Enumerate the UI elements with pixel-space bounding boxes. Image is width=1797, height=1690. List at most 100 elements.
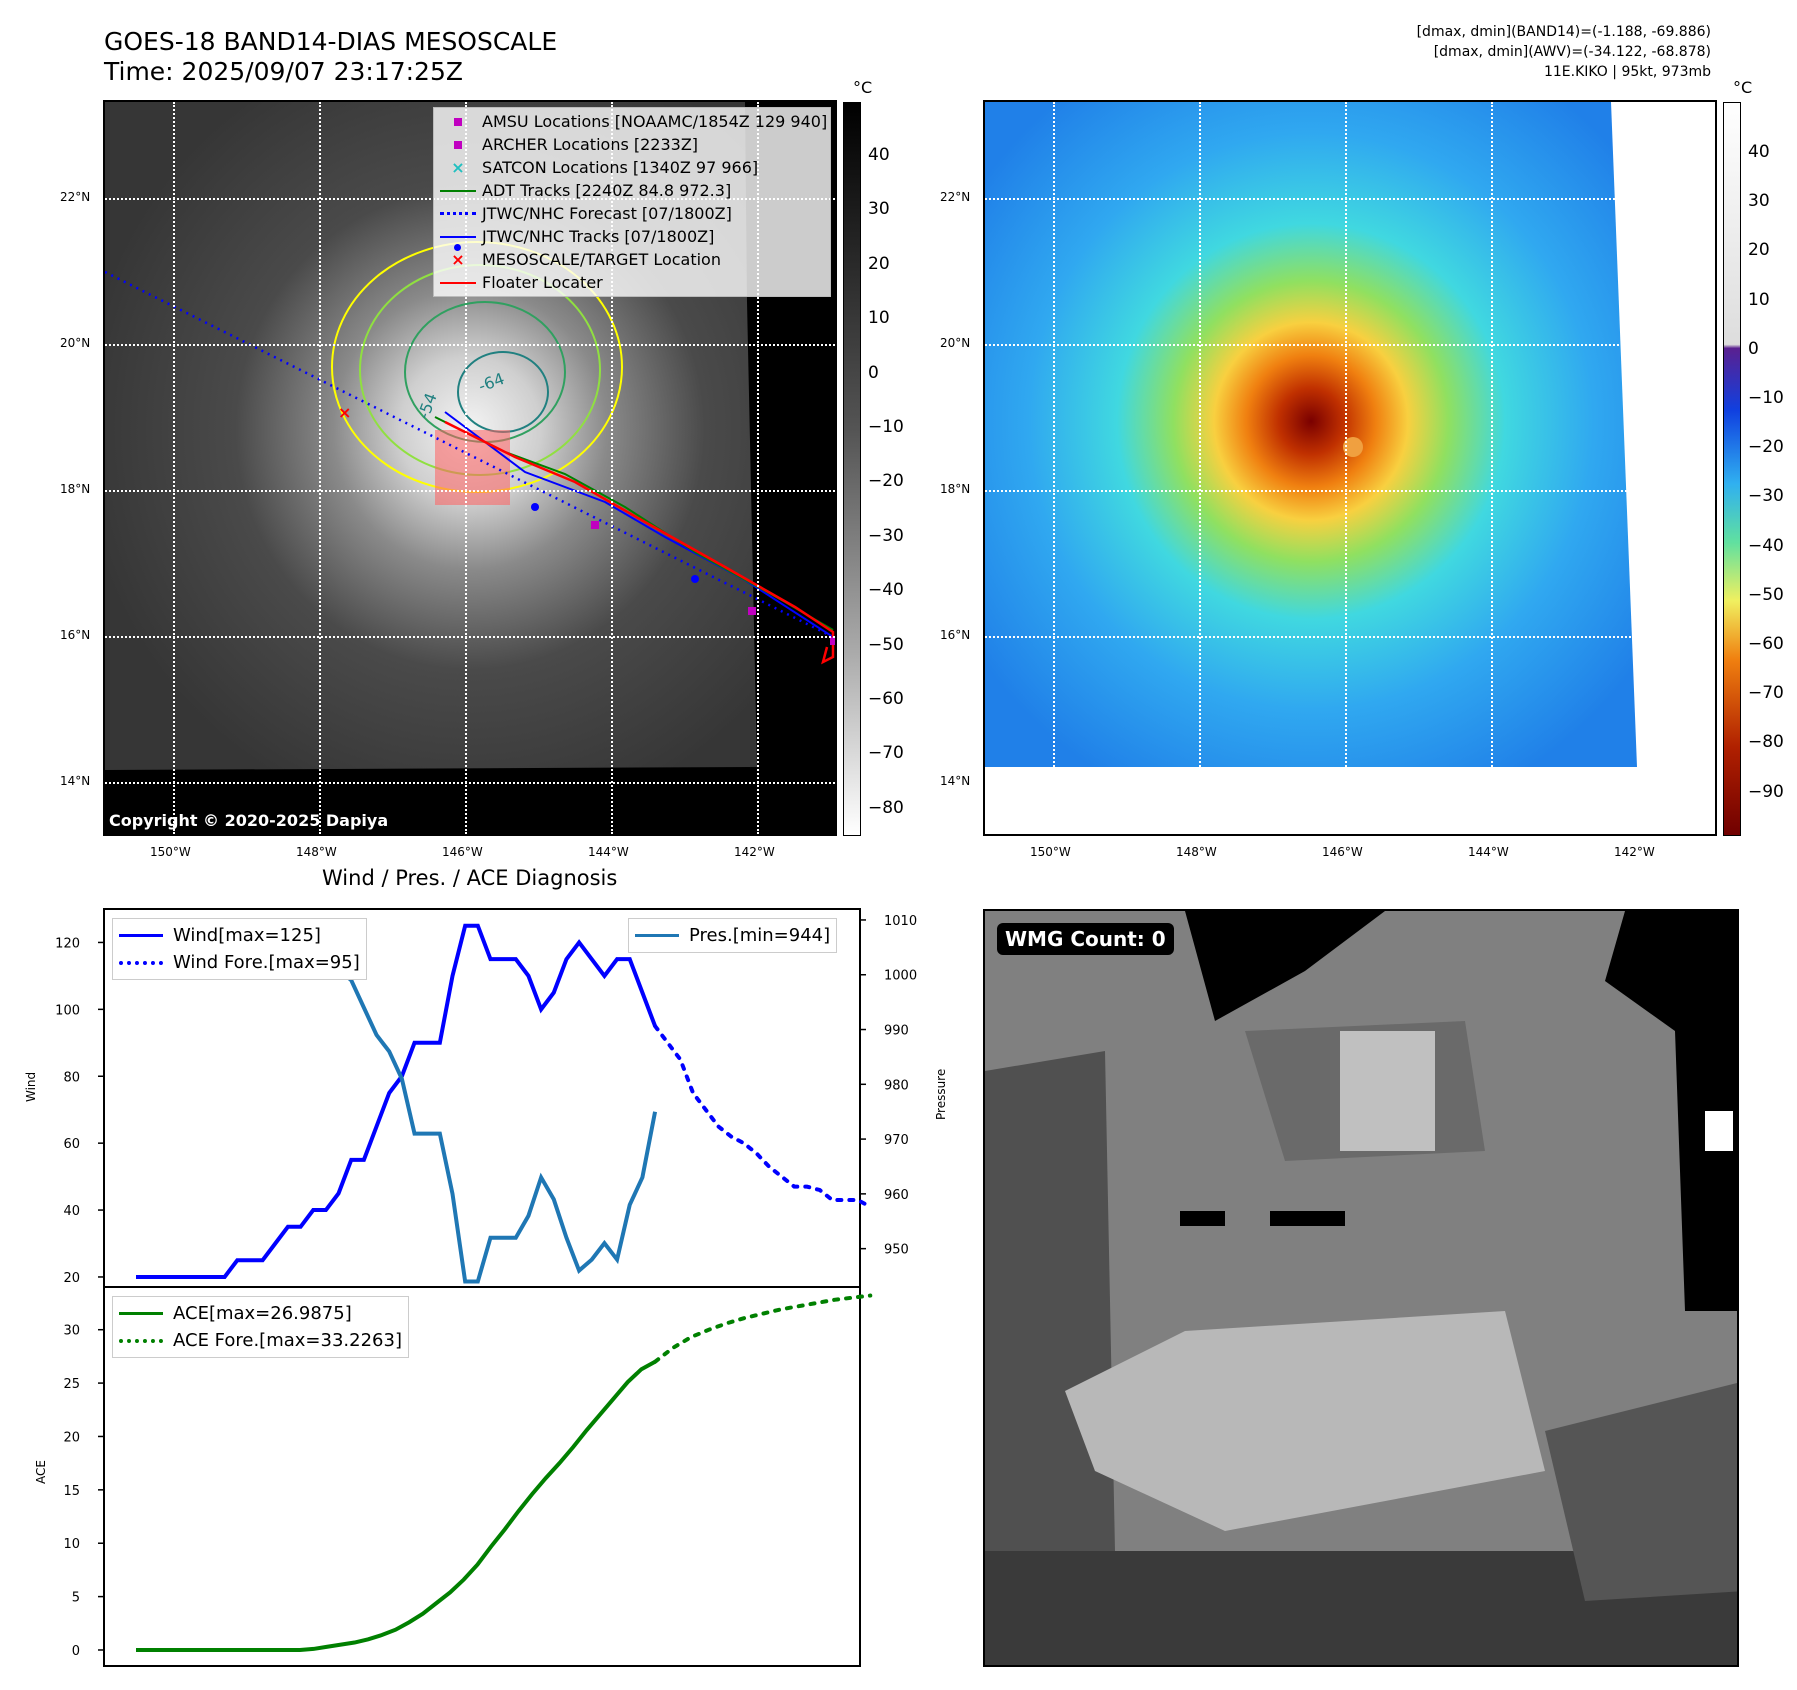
gridline-148w bbox=[1199, 102, 1201, 834]
pres-tick-label: 970 bbox=[884, 1133, 909, 1148]
cbar-tick-label: −40 bbox=[1748, 535, 1784, 556]
lat-label: 16°N bbox=[940, 628, 971, 642]
pres-tick-label: 980 bbox=[884, 1078, 909, 1093]
cbar-tick-label: −80 bbox=[1748, 732, 1784, 753]
info-band14: [dmax, dmin](BAND14)=(-1.188, -69.886) bbox=[1416, 24, 1711, 40]
wmg-count-badge: WMG Count: 0 bbox=[997, 923, 1174, 955]
cbar-tick-label: −90 bbox=[1748, 781, 1784, 802]
lon-label: 148°W bbox=[1176, 845, 1217, 859]
ace-legend: ACE[max=26.9875] ACE Fore.[max=33.2263] bbox=[112, 1296, 409, 1358]
gridline-146w bbox=[1345, 102, 1347, 834]
x-marker-icon: × bbox=[451, 158, 465, 177]
info-block: [dmax, dmin](BAND14)=(-1.188, -69.886) [… bbox=[1417, 22, 1711, 82]
amsu-marker bbox=[591, 521, 599, 529]
lat-label: 22°N bbox=[940, 190, 971, 204]
wind-forecast-series bbox=[653, 1024, 873, 1209]
gridline-144w bbox=[1491, 102, 1493, 834]
gridline-150w bbox=[173, 102, 175, 834]
legend-archer: ARCHER Locations [2233Z] bbox=[434, 133, 830, 156]
target-marker: × bbox=[338, 403, 351, 422]
legend-ace: ACE[max=26.9875] bbox=[119, 1300, 402, 1327]
gridline-16n bbox=[985, 636, 1715, 638]
square-marker-icon bbox=[454, 140, 462, 149]
best-track-point bbox=[531, 503, 539, 511]
lat-label: 18°N bbox=[60, 482, 91, 496]
ace-axes bbox=[103, 1286, 861, 1667]
info-awv: [dmax, dmin](AWV)=(-34.122, -68.878) bbox=[1433, 44, 1711, 60]
line-icon bbox=[635, 934, 679, 937]
pres-legend: Pres.[min=944] bbox=[628, 918, 838, 953]
pres-tick-label: 1010 bbox=[884, 914, 917, 929]
gridline-20n bbox=[105, 344, 835, 346]
wind-tick-label: 40 bbox=[63, 1204, 80, 1219]
dotted-line-icon bbox=[119, 960, 163, 965]
legend-wind: Wind[max=125] bbox=[119, 922, 360, 949]
best-track bbox=[444, 411, 834, 638]
cbar-tick-label: −10 bbox=[868, 417, 904, 437]
legend-ace-fore: ACE Fore.[max=33.2263] bbox=[119, 1327, 402, 1354]
lat-label: 16°N bbox=[60, 628, 91, 642]
wind-tick-label: 60 bbox=[63, 1137, 80, 1152]
lon-label: 150°W bbox=[1030, 845, 1071, 859]
wind-tick-label: 80 bbox=[63, 1070, 80, 1085]
lon-label: 142°W bbox=[734, 845, 775, 859]
legend-adt: ADT Tracks [2240Z 84.8 972.3] bbox=[434, 179, 830, 202]
legend-satcon: × SATCON Locations [1340Z 97 966] bbox=[434, 156, 830, 179]
diagnosis-title: Wind / Pres. / ACE Diagnosis bbox=[322, 866, 618, 890]
ace-tick-label: 0 bbox=[72, 1644, 80, 1659]
x-marker-icon: × bbox=[451, 250, 465, 269]
cbar-tick-label: 10 bbox=[1748, 289, 1770, 310]
legend-forecast: JTWC/NHC Forecast [07/1800Z] bbox=[434, 202, 830, 225]
wind-tick-label: 120 bbox=[55, 936, 80, 951]
ir-map-panel: -54 -64 × AMSU Locations [NOAAMC/1854Z 1… bbox=[103, 100, 837, 836]
gridline-148w bbox=[319, 102, 321, 834]
legend-floater: Floater Locater bbox=[434, 271, 830, 294]
cbar-tick-label: −60 bbox=[868, 689, 904, 709]
gridline-150w bbox=[1053, 102, 1055, 834]
cbar-tick-label: −40 bbox=[868, 580, 904, 601]
lon-label: 142°W bbox=[1614, 845, 1655, 859]
wind-legend: Wind[max=125] Wind Fore.[max=95] bbox=[112, 918, 367, 980]
lon-label: 146°W bbox=[442, 845, 483, 859]
cbar-tick-label: −30 bbox=[1748, 486, 1784, 507]
ace-tick-label: 15 bbox=[63, 1484, 80, 1499]
wind-tick-label: 20 bbox=[63, 1271, 80, 1286]
cbar-tick-label: −30 bbox=[868, 525, 904, 546]
ace-tick-label: 5 bbox=[72, 1591, 80, 1606]
ace-tick-label: 30 bbox=[63, 1324, 80, 1339]
gridline-22n bbox=[985, 198, 1715, 200]
lon-label: 144°W bbox=[588, 845, 629, 859]
lat-label: 14°N bbox=[60, 774, 91, 788]
archer-marker bbox=[830, 637, 835, 645]
pres-tick-label: 960 bbox=[884, 1188, 909, 1203]
line-icon bbox=[440, 281, 476, 284]
floater-locater bbox=[444, 420, 835, 665]
wmg-image bbox=[985, 911, 1737, 1665]
legend-wind-fore: Wind Fore.[max=95] bbox=[119, 949, 360, 976]
awv-map-image bbox=[985, 102, 1637, 767]
ace-tick-label: 25 bbox=[63, 1377, 80, 1392]
awv-eye bbox=[1343, 437, 1363, 457]
gridline-16n bbox=[105, 636, 835, 638]
cbar-tick-label: −50 bbox=[868, 634, 904, 655]
legend-pres: Pres.[min=944] bbox=[635, 922, 830, 949]
cbar2 bbox=[1723, 102, 1741, 836]
gridline-142w bbox=[757, 102, 759, 834]
dotted-line-icon bbox=[440, 212, 476, 215]
copyright: Copyright © 2020-2025 Dapiya bbox=[109, 811, 389, 830]
lat-label: 18°N bbox=[940, 482, 971, 496]
archer-marker bbox=[748, 607, 756, 615]
cbar-tick-label: −80 bbox=[868, 797, 904, 818]
cbar-tick-label: 30 bbox=[868, 199, 890, 220]
cbar-tick-label: 20 bbox=[868, 253, 890, 274]
gridline-14n bbox=[105, 782, 835, 784]
ace-forecast-series bbox=[653, 1293, 873, 1364]
cbar-tick-label: 40 bbox=[1748, 142, 1770, 162]
line-icon bbox=[119, 934, 163, 937]
lat-label: 14°N bbox=[940, 774, 971, 788]
cbar-tick-label: 10 bbox=[868, 308, 890, 329]
cbar-tick-label: 0 bbox=[868, 362, 879, 383]
cbar-tick-label: −10 bbox=[1748, 388, 1784, 408]
lat-label: 22°N bbox=[60, 190, 91, 204]
